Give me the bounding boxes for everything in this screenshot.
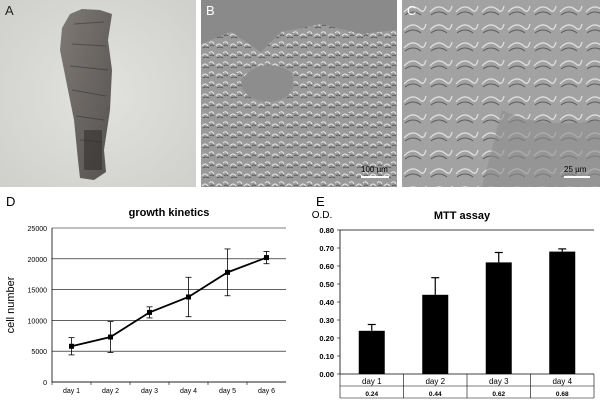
panel-letter-d: D: [6, 194, 16, 209]
chart-d-ytick-label: 0: [43, 380, 47, 387]
chart-d-xtick-label: day 5: [219, 388, 236, 395]
scalebar-c: [564, 176, 590, 178]
chart-d-point: [186, 294, 191, 300]
scalebar-label-c: 25 µm: [564, 165, 587, 174]
chart-d-xtick-label: day 1: [63, 388, 80, 395]
panel-letter-b: B: [206, 3, 215, 18]
chart-d-ytick-label: 25000: [28, 226, 48, 233]
cell-micrograph-low-mag: [201, 0, 397, 187]
chart-d-ytick-label: 15000: [28, 288, 48, 295]
panel-letter-a: A: [5, 3, 14, 18]
chart-d-xtick-label: day 3: [141, 388, 158, 395]
chart-d-xtick-label: day 6: [258, 388, 275, 395]
panel-letter-e: E: [316, 194, 325, 209]
chart-d-point: [264, 255, 269, 261]
explant-micrograph: [0, 0, 196, 187]
chart-d-point: [108, 334, 113, 340]
panel-c-micrograph: C 25 µm: [402, 0, 600, 187]
chart-d-point: [225, 269, 230, 275]
scalebar-b: [361, 176, 389, 178]
chart-d-title: growth kinetics: [129, 207, 210, 219]
chart-d-point: [69, 343, 74, 349]
chart-d-ytick-label: 20000: [28, 257, 48, 264]
panel-b-micrograph: B 100 µm: [201, 0, 397, 187]
panel-a-explant-image: A: [0, 0, 196, 187]
chart-d-series-line: [71, 256, 267, 348]
chart-d-point: [147, 309, 152, 315]
chart-d-ytick-label: 5000: [31, 349, 47, 356]
panel-letter-c: C: [407, 3, 417, 18]
scalebar-label-b: 100 µm: [361, 165, 388, 174]
chart-d-ylabel: cell number: [5, 276, 17, 333]
cell-micrograph-high-mag: [402, 0, 600, 187]
chart-d-xtick-label: day 2: [102, 388, 119, 395]
chart-d-xtick-label: day 4: [180, 388, 197, 395]
chart-d-ytick-label: 10000: [28, 318, 48, 325]
